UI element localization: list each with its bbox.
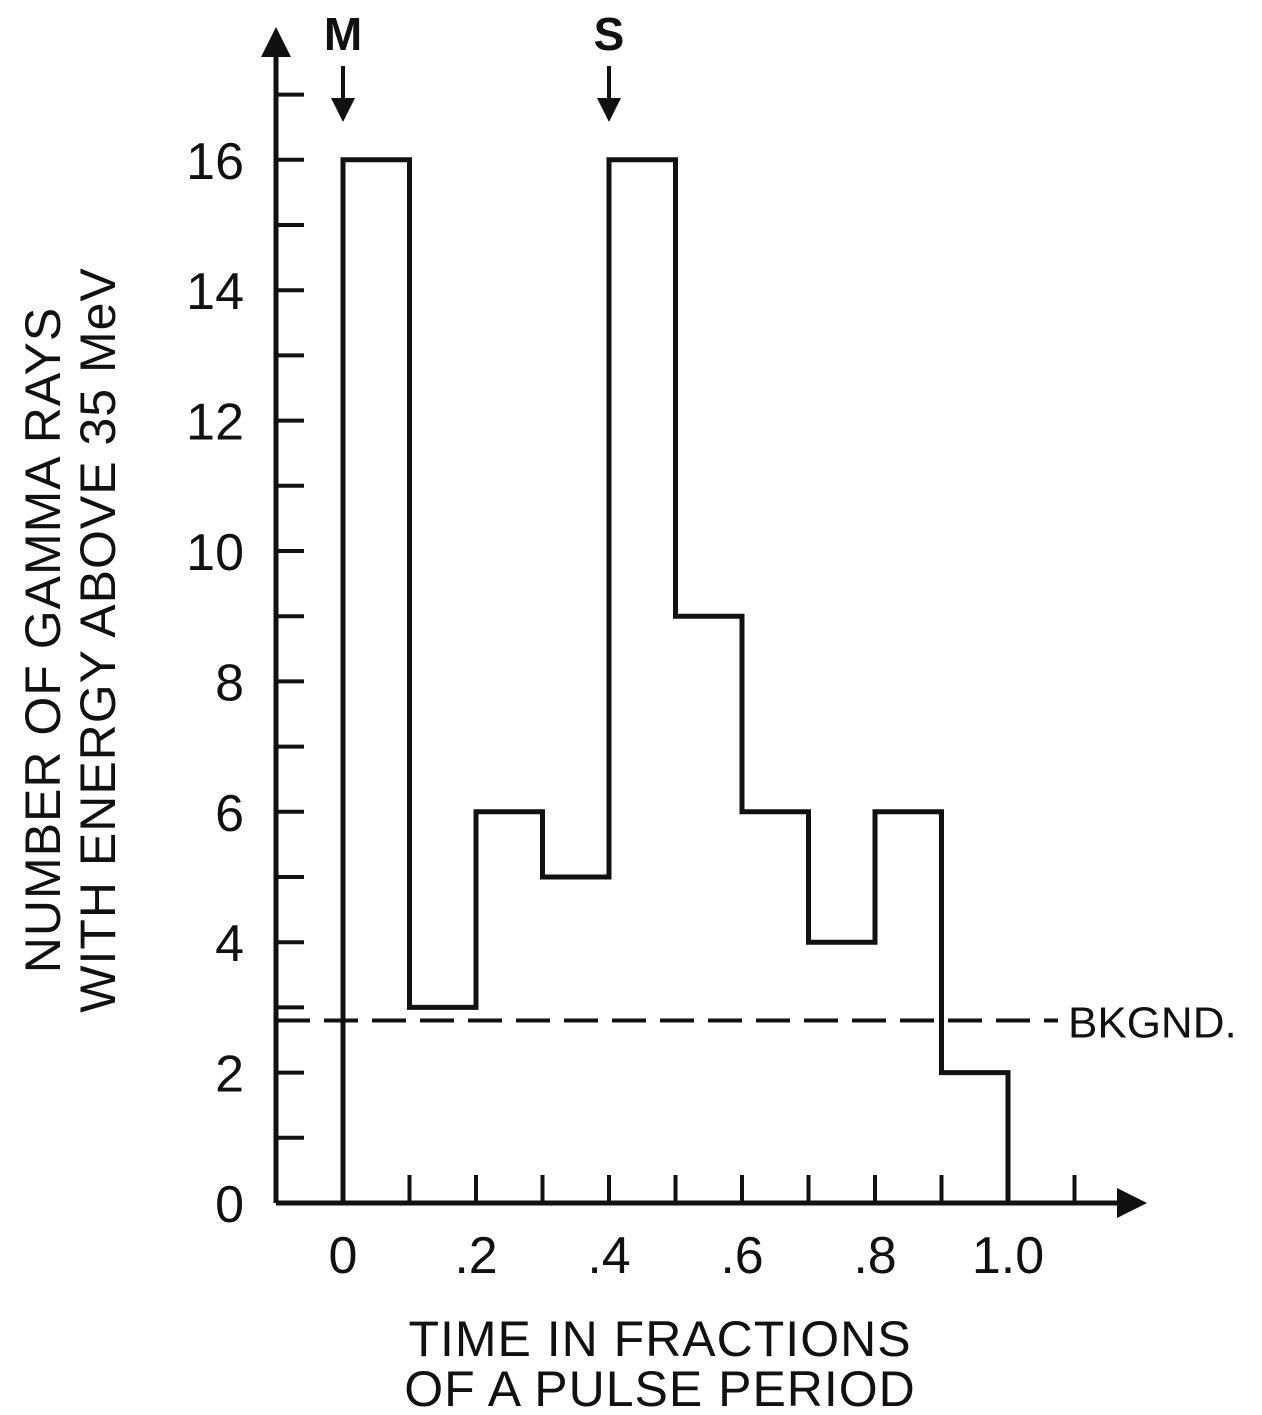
- marker-label-m: M: [324, 8, 362, 60]
- histogram-bin: [410, 1007, 477, 1203]
- histogram-bin: [609, 160, 676, 1203]
- y-tick-label: 2: [215, 1046, 244, 1104]
- background-label: BKGND.: [1068, 998, 1237, 1047]
- y-axis-title-line-2: WITH ENERGY ABOVE 35 MeV: [70, 267, 126, 1013]
- x-axis-title-line-1: TIME IN FRACTIONS: [408, 1311, 911, 1367]
- histogram-bin: [543, 877, 610, 1203]
- x-tick-label: .6: [720, 1227, 763, 1285]
- x-tick-label: 1.0: [972, 1227, 1044, 1285]
- y-axis-title-line-1: NUMBER OF GAMMA RAYS: [15, 307, 71, 973]
- x-tick-label: .8: [853, 1227, 896, 1285]
- histogram: [340, 157, 1011, 1203]
- x-axis-title: TIME IN FRACTIONS OF A PULSE PERIOD: [404, 1311, 916, 1415]
- histogram-bin: [742, 812, 809, 1203]
- x-tick-label: .4: [587, 1227, 630, 1285]
- y-tick-label: 4: [215, 915, 244, 973]
- y-tick-label: 10: [186, 524, 244, 582]
- y-axis-title: NUMBER OF GAMMA RAYS WITH ENERGY ABOVE 3…: [15, 267, 126, 1013]
- y-tick-label: 8: [215, 654, 244, 712]
- histogram-outline: [340, 157, 1011, 1203]
- axis-ticks: 0 2 4 6 8 10 12 14 16 0 .2 .4 .6 .8 1.0: [186, 92, 1077, 1285]
- x-tick-label: .2: [454, 1227, 497, 1285]
- y-tick-label: 6: [215, 785, 244, 843]
- histogram-bin: [875, 812, 942, 1203]
- histogram-bin: [343, 160, 410, 1203]
- x-axis-title-line-2: OF A PULSE PERIOD: [404, 1361, 916, 1415]
- histogram-bin: [476, 812, 543, 1203]
- marker-label-s: S: [594, 8, 625, 60]
- y-tick-label: 14: [186, 263, 244, 321]
- y-tick-label: 16: [186, 133, 244, 191]
- background-level: BKGND.: [276, 998, 1237, 1047]
- histogram-bin: [809, 942, 876, 1203]
- y-tick-label: 12: [186, 394, 244, 452]
- histogram-bin: [676, 616, 743, 1203]
- histogram-bin: [942, 1073, 1009, 1203]
- y-tick-label: 0: [215, 1176, 244, 1234]
- x-tick-label: 0: [329, 1227, 358, 1285]
